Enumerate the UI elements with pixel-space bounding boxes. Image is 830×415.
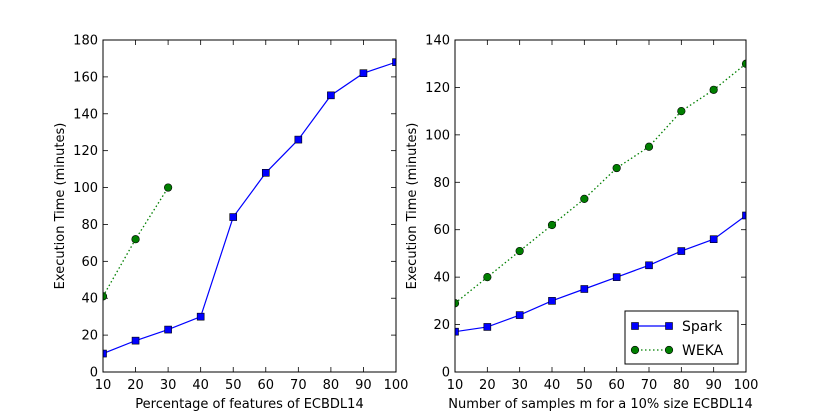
data-point-spark — [392, 58, 396, 66]
legend-label-spark: Spark — [682, 319, 723, 335]
x-tick-label: 10 — [95, 378, 112, 393]
y-tick-label: 100 — [425, 128, 450, 143]
y-axis-label: Execution Time (minutes) — [53, 123, 68, 290]
plot-frame — [454, 39, 747, 373]
y-tick-label: 120 — [73, 144, 98, 159]
legend-marker-spark — [665, 322, 673, 330]
x-tick-label: 100 — [734, 378, 759, 393]
y-tick-label: 140 — [73, 107, 98, 122]
data-point-weka — [131, 235, 140, 244]
y-tick-label: 40 — [433, 271, 450, 286]
y-tick-label: 120 — [425, 81, 450, 96]
x-tick-label: 90 — [705, 378, 722, 393]
data-point-spark — [359, 69, 368, 77]
plot-frame — [102, 39, 397, 373]
x-tick-label: 40 — [544, 378, 561, 393]
data-point-spark — [742, 211, 746, 220]
data-point-weka — [164, 183, 173, 192]
x-tick-label: 70 — [641, 378, 658, 393]
data-point-spark — [677, 247, 686, 255]
data-point-spark — [327, 91, 335, 100]
x-tick-label: 70 — [290, 378, 307, 393]
y-tick-label: 80 — [433, 176, 450, 191]
y-tick-label: 60 — [81, 255, 98, 270]
data-point-spark — [645, 261, 653, 270]
data-point-spark — [294, 135, 303, 144]
data-point-spark — [196, 312, 205, 321]
data-point-spark — [580, 285, 589, 293]
data-point-spark — [131, 336, 140, 345]
data-point-weka — [547, 220, 557, 230]
x-tick-label: 40 — [192, 378, 209, 393]
data-point-weka — [709, 85, 718, 94]
legend-marker-weka — [664, 345, 674, 355]
series-spark — [103, 58, 396, 358]
x-axis-label: Number of samples m for a 10% size ECBDL… — [448, 397, 752, 412]
x-tick-label: 90 — [355, 378, 372, 393]
data-point-weka — [103, 292, 108, 301]
data-point-spark — [483, 323, 492, 331]
x-axis-label: Percentage of features of ECBDL14 — [135, 397, 363, 412]
y-tick-label: 20 — [433, 318, 450, 333]
data-point-spark — [709, 235, 718, 243]
data-point-spark — [515, 311, 524, 319]
data-point-weka — [483, 273, 492, 282]
chart-features: 10 20 30 40 50 60 70 80 90 100 0 20 40 60 80 100 120 140 1… — [53, 34, 408, 413]
y-tick-label: 160 — [73, 70, 98, 85]
x-tick-label: 20 — [479, 378, 496, 393]
y-tick-label: 0 — [90, 366, 98, 381]
series-weka — [103, 183, 173, 301]
x-tick-label: 20 — [127, 378, 144, 393]
series-line-spark — [103, 61, 396, 355]
legend-box — [624, 310, 739, 365]
x-tick-label: 80 — [323, 378, 340, 393]
data-point-weka — [580, 194, 589, 203]
y-tick-label: 60 — [433, 223, 450, 238]
data-point-weka — [644, 142, 654, 151]
legend-label-weka: WEKA — [682, 343, 724, 359]
legend-marker-weka — [630, 345, 640, 355]
data-point-spark — [103, 349, 107, 358]
x-tick-label: 50 — [576, 378, 593, 393]
legend: Spark WEKA — [624, 310, 739, 365]
y-axis-label: Execution Time (minutes) — [405, 123, 420, 290]
data-point-spark — [229, 213, 238, 221]
y-tick-label: 80 — [81, 218, 98, 233]
y-tick-label: 20 — [81, 329, 98, 344]
data-point-weka — [677, 107, 686, 116]
x-tick-label: 30 — [160, 378, 177, 393]
x-tick-label: 50 — [225, 378, 242, 393]
data-point-spark — [612, 273, 621, 281]
data-point-spark — [548, 297, 556, 305]
series-weka — [455, 59, 746, 308]
y-tick-label: 0 — [442, 366, 450, 381]
data-point-weka — [741, 59, 746, 68]
x-tick-label: 60 — [608, 378, 625, 393]
x-tick-label: 80 — [673, 378, 690, 393]
y-tick-label: 100 — [73, 181, 98, 196]
x-tick-label: 10 — [447, 378, 464, 393]
series-line-weka — [455, 63, 746, 304]
x-tick-label: 30 — [511, 378, 528, 393]
data-point-spark — [164, 325, 172, 334]
data-point-spark — [455, 327, 459, 336]
series-line-spark — [455, 215, 746, 333]
legend-marker-spark — [631, 322, 639, 330]
data-point-weka — [612, 163, 621, 173]
data-point-spark — [261, 169, 270, 177]
x-tick-label: 60 — [258, 378, 275, 393]
y-tick-label: 140 — [425, 34, 450, 49]
y-tick-label: 40 — [81, 292, 98, 307]
y-tick-label: 180 — [73, 34, 98, 49]
x-tick-label: 100 — [384, 378, 409, 393]
chart-samples: 10 20 30 40 50 60 70 80 90 100 0 20 40 60 80 100 120 140 N… — [405, 34, 758, 413]
series-spark — [455, 211, 746, 336]
data-point-weka — [515, 246, 524, 256]
